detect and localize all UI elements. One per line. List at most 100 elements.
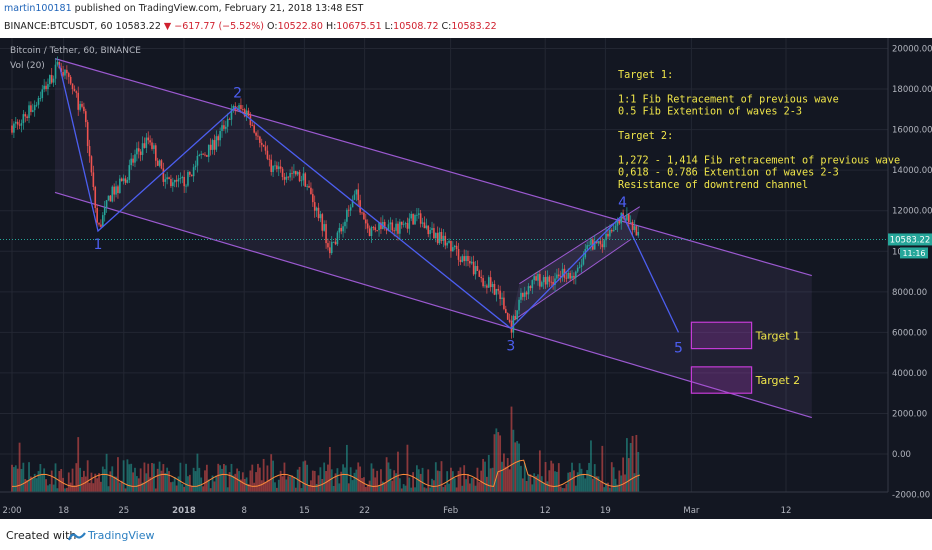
candle-body <box>537 274 539 281</box>
volume-bar <box>311 470 314 495</box>
volume-bar <box>423 487 426 495</box>
open-label: O: <box>267 21 278 32</box>
candle-body <box>52 78 55 83</box>
candle-body <box>501 297 503 300</box>
candle-body <box>627 214 630 223</box>
volume-bar <box>253 482 256 495</box>
annotation-line: Target 2: <box>618 131 673 142</box>
volume-bar <box>255 472 257 495</box>
volume-bar <box>215 475 218 495</box>
candle-body <box>478 270 481 277</box>
high-value: 10675.51 <box>336 21 382 32</box>
volume-bar <box>302 461 305 495</box>
price-axis[interactable] <box>888 38 932 492</box>
candle-body <box>465 255 467 262</box>
target-box-1 <box>690 321 753 350</box>
candle-body <box>249 115 252 126</box>
author-link[interactable]: martin100181 <box>4 3 72 14</box>
candle-body <box>400 221 403 225</box>
volume-bar <box>62 477 64 495</box>
volume-bar <box>540 476 543 495</box>
candle-body <box>410 213 413 219</box>
candle-body <box>43 85 45 90</box>
volume-bar <box>559 486 562 495</box>
volume-bar <box>43 468 46 495</box>
elliott-waves: 1 2 3 4 5 <box>58 64 683 356</box>
time-tick-label: 22 <box>359 506 370 516</box>
volume-bar <box>503 453 505 495</box>
candle-body <box>319 214 322 219</box>
candle-body <box>423 222 426 229</box>
candle-body <box>514 316 517 320</box>
candle-body <box>353 194 356 200</box>
candle-body <box>177 178 180 182</box>
candle-body <box>421 222 424 224</box>
countdown: 11:16 <box>902 249 925 258</box>
candle-body <box>582 257 585 265</box>
candle-body <box>179 178 182 179</box>
candle-body <box>442 235 445 241</box>
volume-bar <box>257 463 259 495</box>
candle-body <box>279 166 282 169</box>
price-badge-value: 10583.22 <box>890 235 931 245</box>
candle-body <box>516 310 518 320</box>
volume-bar <box>82 470 85 495</box>
candle-body <box>240 105 242 110</box>
volume-bar <box>557 463 560 495</box>
volume-bar <box>565 484 568 495</box>
candle-body <box>119 178 121 193</box>
candle-body <box>325 224 327 244</box>
candle-body <box>402 223 405 225</box>
time-tick-label: 12 <box>781 506 792 516</box>
candle-body <box>300 180 303 182</box>
volume-bar <box>593 464 596 495</box>
volume-bar <box>582 474 585 495</box>
volume-bar <box>378 486 380 495</box>
volume-bar <box>554 471 556 495</box>
candle-body <box>88 146 91 157</box>
candle-body <box>217 136 220 141</box>
candle-body <box>593 241 596 250</box>
wave-path <box>58 64 680 333</box>
candle-body <box>122 178 125 182</box>
volume-bar <box>584 478 587 495</box>
volume-bar <box>31 478 34 495</box>
candle-body <box>520 292 522 300</box>
low-value: 10508.72 <box>393 21 439 32</box>
candle-body <box>49 75 51 85</box>
volume-bar <box>249 470 252 495</box>
candle-body <box>232 106 235 109</box>
volume-bar <box>622 457 625 495</box>
volume-bar <box>291 475 293 495</box>
candle-body <box>347 209 350 211</box>
candle-body <box>414 215 416 225</box>
candle-body <box>576 267 579 272</box>
annotation-line: 1,272 - 1,414 Fib retracement of previou… <box>618 155 900 166</box>
volume-bar <box>143 462 146 495</box>
volume-bar <box>527 474 530 495</box>
volume-bar <box>393 470 396 495</box>
candle-body <box>92 172 95 187</box>
candle-body <box>86 122 89 147</box>
volume-bar <box>234 473 237 495</box>
time-axis[interactable] <box>0 492 888 519</box>
candle-body <box>368 228 371 236</box>
high-label: H: <box>325 21 337 32</box>
candle-body <box>329 247 331 254</box>
volume-bar <box>213 481 216 495</box>
volume-bar <box>453 478 456 495</box>
candle-body <box>295 171 297 175</box>
volume-bar <box>610 462 613 495</box>
price-tick-label: 18000.00 <box>892 85 932 95</box>
volume-bar <box>141 482 144 495</box>
volume-bar <box>523 463 526 495</box>
candle-body <box>383 222 386 229</box>
candle-body <box>198 154 201 156</box>
volume-bar <box>52 484 55 495</box>
volume-bar <box>607 482 609 495</box>
volume-bar <box>35 478 38 495</box>
candle-body <box>397 223 399 234</box>
tradingview-brand[interactable]: TradingView <box>88 529 155 542</box>
price-tick-label: 12000.00 <box>892 207 932 217</box>
